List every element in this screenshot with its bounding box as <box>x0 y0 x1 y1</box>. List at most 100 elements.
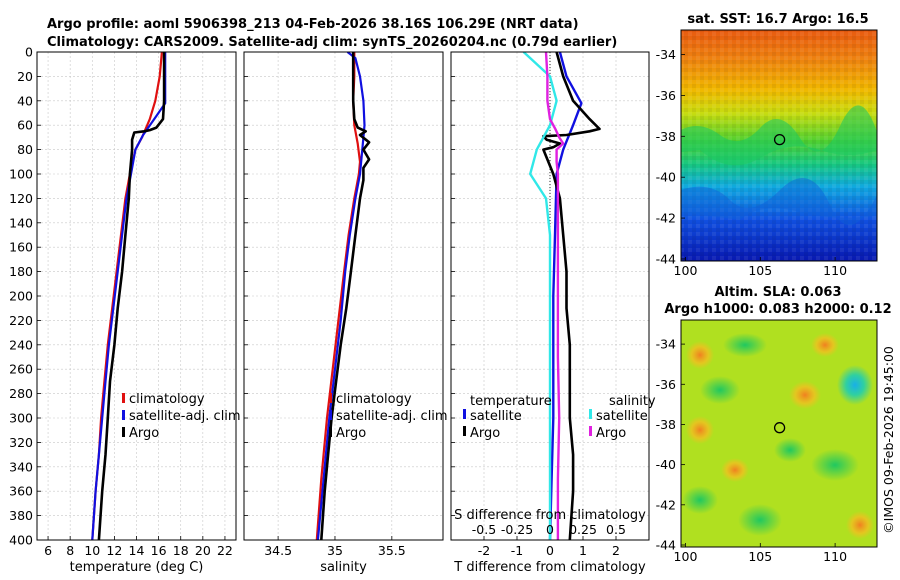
salinity-panel: 34.5 35 35.5 salinity climatology satellite-a… <box>243 51 448 575</box>
y-tick-label: -40 <box>656 457 676 472</box>
x-tick-label: 10 <box>84 543 100 558</box>
y-tick-label: 120 <box>9 191 33 206</box>
sst-argo-marker <box>773 133 786 146</box>
sst-front <box>681 105 877 166</box>
legend-label: satellite-adj. clim <box>336 409 448 424</box>
x-tick-label: 105 <box>748 263 772 278</box>
legend-title-salinity: salinity <box>609 394 656 409</box>
series-line-satellite-adj-clim <box>91 52 167 540</box>
legend-label: satellite <box>596 409 648 424</box>
legend-swatch <box>463 426 466 436</box>
series-line-argo <box>320 52 371 540</box>
axes-frame <box>36 51 237 541</box>
y-tick-label: -44 <box>656 251 676 266</box>
legend-label: Argo <box>129 426 159 441</box>
sla-map-title-line-1: Altim. SLA: 0.063 <box>715 285 842 300</box>
sla-map-title-line-2: Argo h1000: 0.083 h2000: 0.12 <box>664 302 891 317</box>
legend-label: climatology <box>129 392 205 407</box>
axes-frame <box>450 51 650 541</box>
y-tick-label: 100 <box>9 167 33 182</box>
y-tick-label: 220 <box>9 313 33 328</box>
x-tick-label: 18 <box>173 543 189 558</box>
temperature-panel: 0 20 40 60 80 100 120 140 160 180 200 220 240 260 280 3… <box>9 45 240 576</box>
y-tick-label: -34 <box>656 47 676 62</box>
sla-feature <box>700 376 740 404</box>
legend-label: Argo <box>596 426 626 441</box>
sst-map-frame <box>680 29 878 262</box>
x-tick-label: 2 <box>612 543 620 558</box>
x-tick-label: 1 <box>579 543 587 558</box>
title-line-1: Argo profile: aoml 5906398_213 04-Feb-20… <box>47 17 579 32</box>
sla-feature <box>837 365 873 405</box>
x2-tick-label: 0.25 <box>569 522 597 537</box>
legend-label: satellite <box>470 409 522 424</box>
x-tick-label: 35 <box>327 543 343 558</box>
y-tick-label: -36 <box>656 88 676 103</box>
sla-feature <box>721 458 749 482</box>
series-line-s-argo <box>544 52 565 540</box>
legend-swatch <box>329 427 332 437</box>
sla-feature <box>811 449 859 481</box>
y-tick-label: 160 <box>9 240 33 255</box>
sst-map: 100 105 110 -34 -36 -38 -40 -42 -44 <box>656 29 878 278</box>
y-tick-label: 180 <box>9 264 33 279</box>
sla-feature <box>774 438 806 462</box>
series-line-argo <box>97 52 166 540</box>
legend-swatch <box>589 409 592 419</box>
legend-swatch <box>329 410 332 420</box>
y-tick-label: 280 <box>9 386 33 401</box>
y-tick-label: 200 <box>9 289 33 304</box>
axes-frame <box>243 51 444 541</box>
x-tick-label: -2 <box>478 543 490 558</box>
x2-axis-label: S difference from climatology <box>454 508 646 523</box>
legend-swatch <box>463 409 466 419</box>
legend-swatch <box>122 427 125 437</box>
difference-panel: -2 -1 0 1 2 T difference from climatology S di… <box>450 51 656 575</box>
legend-label: satellite-adj. clim <box>129 409 241 424</box>
legend-title-temperature: temperature <box>470 394 552 409</box>
grid <box>37 51 236 541</box>
sla-argo-marker <box>773 422 786 434</box>
x2-tick-label: -0.5 <box>472 522 496 537</box>
x-tick-label: 100 <box>674 263 698 278</box>
sla-map-axes: 100 105 110 -34 -36 -38 -40 -42 -44 <box>656 337 848 564</box>
series-group <box>522 52 601 540</box>
series-line-t-satellite <box>548 52 583 540</box>
series-group <box>91 52 167 540</box>
sla-feature <box>686 341 714 369</box>
x-tick-label: 0 <box>546 543 554 558</box>
series-line-s-satellite <box>522 52 558 540</box>
legend-swatch <box>122 393 125 403</box>
sla-feature <box>686 416 714 444</box>
x-tick-label: 100 <box>674 549 698 564</box>
x-tick-label: -1 <box>511 543 523 558</box>
legend-label: Argo <box>336 426 366 441</box>
sst-cold-tongue <box>681 178 877 226</box>
y-tick-label: -40 <box>656 170 676 185</box>
sst-map-axes: 100 105 110 -34 -36 -38 -40 -42 -44 <box>656 47 848 278</box>
y-tick-label: -34 <box>656 337 676 352</box>
x2-tick-label: 0 <box>546 522 554 537</box>
y-tick-label: 300 <box>9 411 33 426</box>
sla-feature <box>846 511 874 539</box>
x-tick-label: 22 <box>217 543 233 558</box>
title-line-2: Climatology: CARS2009. Satellite-adj cli… <box>47 35 617 50</box>
x-tick-label: 8 <box>66 543 74 558</box>
sst-map-title: sat. SST: 16.7 Argo: 16.5 <box>687 12 868 27</box>
x-tick-label: 6 <box>44 543 52 558</box>
x-tick-label: 105 <box>748 549 772 564</box>
legend-swatch <box>122 410 125 420</box>
x-tick-label: 16 <box>151 543 167 558</box>
y-tick-label: 340 <box>9 459 33 474</box>
sla-feature <box>811 333 839 357</box>
grid <box>451 51 649 541</box>
y-tick-label: 20 <box>17 69 33 84</box>
y-tick-label: 80 <box>17 142 33 157</box>
x-axis-label: salinity <box>320 560 367 575</box>
x-tick-label: 12 <box>106 543 122 558</box>
y-tick-label: -36 <box>656 377 676 392</box>
y-tick-label: 0 <box>25 45 33 60</box>
sla-feature <box>723 333 767 357</box>
x-tick-label: 20 <box>195 543 211 558</box>
